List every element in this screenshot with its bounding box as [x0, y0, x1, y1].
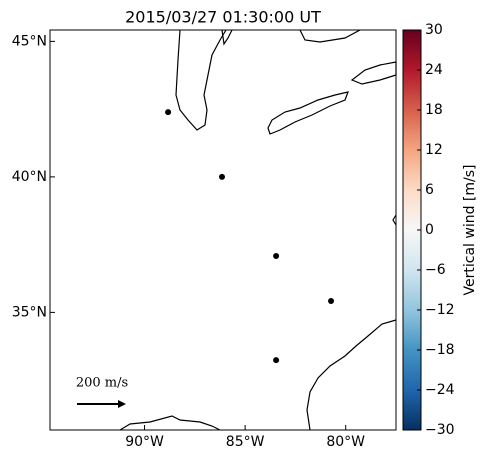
colorbar-tick-label: 24 — [425, 62, 443, 78]
colorbar-tick-label: 12 — [425, 142, 443, 158]
colorbar-tick-label: −6 — [425, 262, 446, 278]
y-tick-label: 40°N — [12, 169, 47, 185]
y-tick-label: 35°N — [12, 304, 47, 320]
colorbar-tick-label: 0 — [425, 222, 434, 238]
arrow-head — [118, 400, 126, 408]
colorbar-tick-label: 6 — [425, 182, 434, 198]
coastlines — [119, 29, 397, 431]
station-point — [165, 109, 172, 116]
station-point — [273, 253, 280, 260]
station-point — [328, 298, 335, 305]
colorbar-tick-label: −30 — [425, 422, 455, 438]
colorbar-tick-label: 18 — [425, 102, 443, 118]
colorbar-tick-label: −18 — [425, 342, 455, 358]
y-tick-label: 45°N — [12, 33, 47, 49]
reference-arrow-label: 200 m/s — [76, 376, 128, 391]
x-tick-label: 90°W — [125, 434, 164, 450]
x-tick-label: 85°W — [226, 434, 265, 450]
map-frame — [49, 29, 397, 431]
chart-title: 2015/03/27 01:30:00 UT — [125, 8, 321, 27]
x-tick-label: 80°W — [326, 434, 365, 450]
colorbar-tick-label: −24 — [425, 382, 455, 398]
station-point — [273, 357, 280, 364]
colorbar-tick-label: 30 — [425, 22, 443, 38]
colorbar-tick-label: −12 — [425, 302, 455, 318]
station-point — [218, 173, 225, 180]
colorbar-label: Vertical wind [m/s] — [462, 165, 478, 296]
